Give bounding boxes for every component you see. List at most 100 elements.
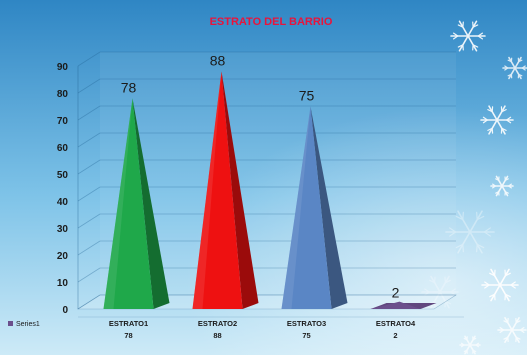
- gridline-side: [77, 186, 101, 202]
- snowflake-branch: [504, 293, 511, 298]
- snowflake-branch: [475, 342, 480, 346]
- snowflake-branch: [484, 284, 490, 289]
- back-wall: [100, 52, 456, 295]
- bar-front-face: [281, 106, 332, 309]
- gridline-side: [77, 213, 101, 229]
- snowflake-branch: [449, 231, 457, 237]
- snowflake-arm: [457, 210, 471, 233]
- snowflake-arm: [501, 185, 509, 197]
- snowflake-arm: [514, 56, 522, 69]
- snowflake-icon: [480, 105, 514, 135]
- bar-side-face: [132, 98, 170, 310]
- snowflake-branch: [477, 35, 484, 40]
- bar-highlight: [103, 98, 133, 310]
- bar-highlight: [192, 71, 222, 310]
- snowflake-branch: [507, 183, 512, 187]
- snowflake-branch: [429, 279, 436, 284]
- snowflake-arm: [514, 67, 522, 80]
- snowflake-arm: [508, 56, 516, 69]
- snowflake-branch: [472, 24, 479, 28]
- snowflake-branch: [462, 211, 464, 221]
- snowflake-arm: [511, 329, 520, 343]
- data-label: 78: [121, 79, 137, 95]
- snowflake-branch: [424, 291, 430, 296]
- snowflake-arm: [469, 231, 483, 254]
- snowflake-arm: [495, 185, 503, 197]
- snowflake-branch: [507, 59, 513, 63]
- snowflake-arm: [458, 20, 469, 37]
- snowflake-arm: [504, 329, 513, 343]
- x-tick-label: ESTRATO2: [198, 319, 237, 328]
- snowflake-branch: [449, 227, 457, 233]
- bar-face: [370, 301, 421, 309]
- snowflake-branch: [455, 215, 464, 221]
- legend-swatch: [8, 321, 13, 326]
- snowflake-branch: [492, 185, 497, 189]
- snowflake-arm: [496, 105, 506, 121]
- gridline-side: [77, 240, 101, 256]
- x-tick-label: ESTRATO3: [287, 319, 326, 328]
- snowflake-branch: [450, 288, 456, 293]
- snowflake-branch: [489, 272, 496, 277]
- bar-front-face: [103, 98, 154, 310]
- snowflake-branch: [444, 300, 451, 305]
- table-cell: 2: [393, 331, 397, 340]
- gridline-side: [77, 159, 101, 175]
- data-label: 2: [392, 285, 400, 301]
- snowflake-branch: [503, 336, 509, 340]
- snowflake-icon: [481, 268, 519, 302]
- snowflake-branch: [521, 65, 526, 69]
- snowflake-branch: [487, 109, 493, 113]
- snowflake-arm: [439, 291, 450, 309]
- snowflake-branch: [457, 24, 464, 28]
- snowflake-arm: [495, 175, 503, 187]
- snowflake-arm: [488, 119, 498, 135]
- snowflake-arm: [439, 275, 450, 293]
- snowflake-icon: [450, 20, 486, 52]
- snowflake-arm: [458, 35, 469, 52]
- x-tick-label: ESTRATO4: [376, 319, 416, 328]
- snowflake-branch: [476, 211, 478, 221]
- x-tick-label: ESTRATO1: [109, 319, 148, 328]
- snowflake-branch: [504, 67, 509, 71]
- gridline-side: [77, 294, 101, 310]
- snowflake-arm: [508, 67, 516, 80]
- y-tick-label: 60: [57, 143, 69, 154]
- snowflake-branch: [476, 243, 485, 249]
- y-tick-label: 90: [57, 62, 69, 73]
- snowflake-branch: [450, 291, 456, 296]
- snowflake-arm: [464, 344, 471, 355]
- snowflake-branch: [504, 191, 509, 194]
- snowflake-arm: [467, 20, 478, 37]
- gridline-side: [77, 51, 101, 67]
- snowflake-branch: [452, 35, 459, 40]
- snowflake-branch: [517, 73, 523, 77]
- chart-title: ESTRATO DEL BARRIO: [210, 16, 333, 28]
- snowflake-branch: [504, 272, 511, 277]
- snowflake-arm: [469, 335, 476, 346]
- data-label: 75: [299, 88, 315, 104]
- snowflake-arm: [511, 317, 520, 331]
- snowflake-branch: [482, 116, 488, 121]
- snowflake-branch: [476, 215, 485, 221]
- snowflake-arm: [499, 268, 510, 286]
- snowflake-icon: [497, 317, 527, 343]
- snowflake-branch: [519, 329, 525, 333]
- snowflake-arm: [430, 291, 441, 309]
- snowflake-branch: [484, 281, 490, 286]
- data-label: 88: [210, 52, 226, 68]
- snowflake-branch: [501, 109, 507, 113]
- snowflake-branch: [457, 44, 464, 48]
- gridline-side: [77, 267, 101, 283]
- snowflake-branch: [503, 320, 509, 324]
- snowflake-arm: [499, 284, 510, 302]
- snowflake-icon: [459, 335, 481, 355]
- y-tick-label: 30: [57, 224, 69, 235]
- snowflake-branch: [483, 227, 491, 233]
- snowflake-branch: [455, 243, 464, 249]
- bar-estrato2: [192, 71, 259, 310]
- y-tick-label: 10: [57, 278, 69, 289]
- snowflake-arm: [488, 105, 498, 121]
